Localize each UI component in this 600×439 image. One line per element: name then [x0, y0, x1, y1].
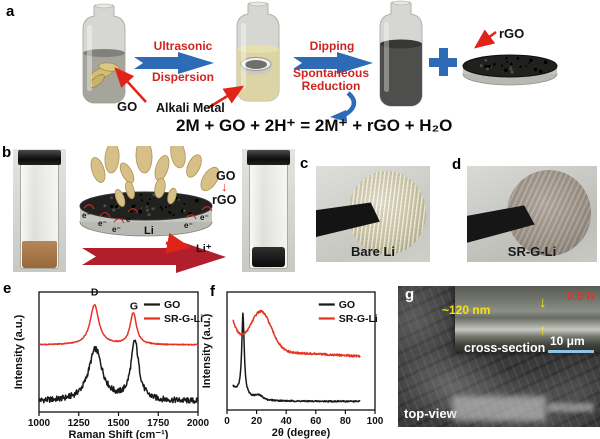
electron-label: e⁻ [184, 221, 193, 230]
raman-series-GO [38, 339, 199, 404]
li-rgo-schematic: e⁻ e⁻ e⁻ e⁻ e⁻ e⁻ Li Li⁺ [79, 146, 226, 273]
xrd-plot-frame [226, 291, 376, 411]
rgo-pointer-arrow [474, 29, 497, 49]
step2-reduction-label: Reduction [301, 79, 361, 93]
sr-g-li-caption: SR-G-Li [507, 244, 557, 259]
reaction-equation: 2M + GO + 2H⁺ = 2M⁺ + rGO + H₂O [176, 116, 453, 135]
raman-spectra-chart: 1000 1250 1500 1750 2000 Raman Shift (cm⁻¹) In… [13, 287, 210, 439]
blurred-region [548, 403, 594, 412]
xrd-xtick: 80 [340, 416, 352, 427]
reduction-arrow-icon [293, 52, 373, 74]
electron-label: e⁻ [126, 215, 135, 224]
xrd-xtick: 60 [310, 416, 322, 427]
thickness-arrow-down-icon: ↓ [539, 294, 547, 311]
alkali-metal-label: Alkali Metal [156, 101, 225, 115]
panel-g-label: g [405, 286, 415, 303]
alkali-metal-dish-icon [240, 57, 272, 75]
rgo-film-disk-icon [462, 54, 558, 86]
go-vial-photo [13, 149, 66, 272]
dispersion-bottle [236, 1, 280, 102]
sem-image: g 0.5 h ~120 nm ↓ ↑ cross-section 10 μm … [398, 286, 600, 427]
time-label: 0.5 h [566, 289, 594, 303]
li-ion-label: Li⁺ [196, 243, 212, 255]
raman-series-SR-G-Li [38, 303, 199, 346]
dispersion-arrow-icon [134, 52, 214, 74]
go-suspension-bottle [82, 3, 126, 104]
panel-b-label: b [2, 144, 12, 161]
panel-d-label: d [452, 156, 462, 173]
thickness-label: ~120 nm [442, 303, 491, 317]
curved-arrow-icon [330, 91, 357, 122]
electron-labels: e⁻ e⁻ e⁻ e⁻ e⁻ e⁻ [82, 211, 209, 234]
raman-ylabel: Intensity (a.u.) [13, 314, 25, 389]
xrd-xtick: 20 [251, 416, 263, 427]
panel-f-label: f [210, 283, 215, 300]
raman-annotation-G: G [130, 301, 138, 313]
top-view-label: top-view [404, 406, 457, 421]
scale-bar-label: 10 μm [550, 334, 585, 348]
cross-section-inset [455, 286, 600, 352]
bare-li-disk [348, 171, 426, 255]
b-go-label: GO [216, 169, 236, 183]
reduced-vial-photo [242, 149, 295, 272]
step1-dispersion-label: Dispersion [151, 70, 214, 84]
xrd-legend-SR-G-Li: SR-G-Li [339, 313, 378, 325]
dark-pellet [252, 247, 285, 267]
vial-cap [18, 150, 61, 165]
xrd-legend-GO: GO [339, 299, 355, 311]
raman-xtick: 1000 [28, 418, 51, 429]
rgo-mesh-texture [479, 57, 548, 74]
bare-li-photo: Bare Li [316, 166, 430, 262]
li-ion-arrow [165, 232, 191, 254]
rgo-label-a: rGO [499, 26, 525, 41]
electron-label: e⁻ [112, 225, 121, 234]
go-label: GO [117, 99, 138, 114]
xrd-xtick: 0 [224, 416, 230, 427]
xrd-xlabel: 2θ (degree) [272, 427, 331, 439]
alkali-pointer-arrow [207, 85, 245, 110]
panel-c-label: c [300, 155, 309, 172]
blurred-region [452, 396, 546, 421]
li-disk-label: Li [144, 225, 154, 237]
step2-spontaneous-label: Spontaneous [292, 66, 369, 80]
sr-g-li-photo: SR-G-Li [467, 166, 597, 262]
raman-xtick: 1750 [147, 418, 170, 429]
raman-xtick: 1500 [107, 418, 130, 429]
xrd-series-GO [232, 312, 361, 403]
reduced-bottle [379, 0, 423, 107]
go-pointer-arrow [114, 67, 147, 103]
electron-label: e⁻ [200, 213, 209, 222]
go-to-rgo-arrow-icon: ↓ [221, 179, 228, 194]
xrd-xtick: 40 [281, 416, 293, 427]
vial-cap [247, 150, 290, 165]
xrd-xtick: 100 [367, 416, 384, 427]
thickness-arrow-up-icon: ↑ [539, 322, 547, 339]
raman-legend-SR-G-Li: SR-G-Li [164, 313, 203, 325]
step1-ultrasonic-label: Ultrasonic [153, 39, 213, 53]
scale-bar [548, 350, 594, 353]
raman-annotation-D: D [91, 287, 99, 299]
b-rgo-label: rGO [212, 193, 237, 207]
electron-label: e⁻ [98, 219, 107, 228]
xrd-pattern-chart: 0 20 40 60 80 100 2θ (degree) Intensity (a.u.) G… [201, 291, 384, 439]
raman-legend-GO: GO [164, 299, 180, 311]
step2-dipping-label: Dipping [309, 39, 355, 53]
raman-xtick: 1250 [68, 418, 91, 429]
go-suspension-liquid [22, 241, 57, 268]
bare-li-caption: Bare Li [350, 244, 396, 259]
xrd-ylabel: Intensity (a.u.) [201, 313, 213, 388]
raman-xlabel: Raman Shift (cm⁻¹) [69, 429, 169, 439]
xrd-series-SR-G-Li [232, 309, 361, 358]
plus-icon [429, 48, 457, 76]
panel-e-label: e [3, 280, 12, 297]
electron-path-curls [83, 204, 213, 224]
cross-section-label: cross-section [464, 341, 546, 355]
panel-a-label: a [6, 3, 15, 20]
floating-go-flakes [90, 146, 220, 207]
electron-label: e⁻ [82, 211, 91, 220]
raman-xtick: 2000 [187, 418, 210, 429]
